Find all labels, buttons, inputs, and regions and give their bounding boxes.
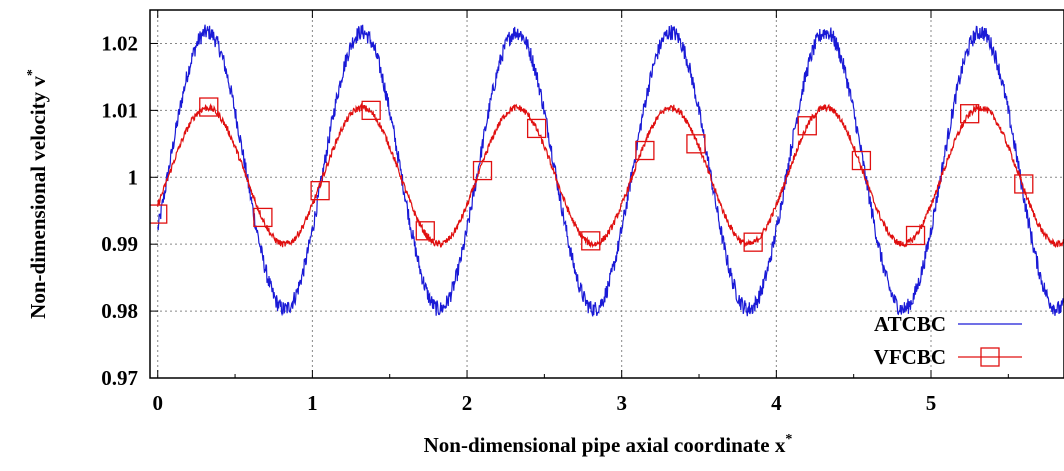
legend-label-vfcbc: VFCBC — [874, 345, 946, 369]
y-tick-label: 0.99 — [101, 232, 138, 256]
x-tick-label: 2 — [462, 391, 473, 415]
x-tick-label: 1 — [307, 391, 318, 415]
marker-vfcbc — [686, 134, 706, 154]
series-line-atcbc — [157, 24, 1064, 317]
x-tick-label: 5 — [926, 391, 937, 415]
y-axis-title: Non-dimensional velocity v* — [25, 69, 50, 319]
marker-vfcbc — [797, 116, 817, 136]
y-tick-label: 1 — [128, 165, 139, 189]
marker-vfcbc — [960, 104, 980, 124]
x-tick-label: 3 — [616, 391, 627, 415]
legend-label-atcbc: ATCBC — [874, 312, 946, 336]
marker-vfcbc — [851, 150, 872, 171]
y-tick-label: 1.02 — [101, 31, 138, 55]
marker-vfcbc — [150, 204, 168, 224]
marker-vfcbc — [415, 221, 435, 241]
series-layer — [150, 24, 1064, 317]
plot-frame — [149, 9, 1064, 379]
y-tick-label: 0.98 — [101, 299, 138, 323]
marker-vfcbc — [199, 97, 219, 117]
legend-marker-vfcbc — [980, 347, 1000, 367]
marker-vfcbc — [472, 160, 493, 181]
legend: ATCBC VFCBC — [874, 312, 1022, 369]
marker-vfcbc — [905, 225, 926, 246]
x-axis-title: Non-dimensional pipe axial coordinate x* — [424, 432, 793, 457]
marker-vfcbc — [581, 231, 601, 251]
y-tick-label: 1.01 — [101, 98, 138, 122]
marker-vfcbc — [361, 100, 381, 121]
marker-vfcbc — [310, 181, 330, 201]
axis-ticks: 0 1 2 3 4 5 0.97 0.98 0.99 1 1.01 1.02 — [101, 10, 1009, 415]
marker-vfcbc — [526, 118, 547, 139]
marker-vfcbc — [743, 232, 763, 252]
x-tick-label: 4 — [771, 391, 782, 415]
y-tick-label: 0.97 — [101, 366, 138, 390]
series-line-vfcbc — [157, 102, 1064, 249]
x-tick-label: 0 — [152, 391, 163, 415]
marker-vfcbc — [253, 207, 273, 228]
marker-vfcbc — [635, 140, 655, 161]
marker-vfcbc — [1014, 174, 1034, 194]
plot-border — [149, 9, 1064, 379]
